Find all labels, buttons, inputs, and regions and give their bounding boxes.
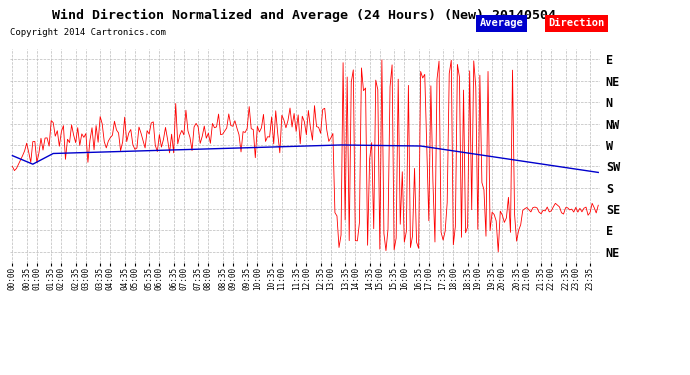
Text: Average: Average bbox=[480, 18, 523, 28]
Text: Wind Direction Normalized and Average (24 Hours) (New) 20140504: Wind Direction Normalized and Average (2… bbox=[52, 9, 555, 22]
Text: Copyright 2014 Cartronics.com: Copyright 2014 Cartronics.com bbox=[10, 28, 166, 37]
Text: Direction: Direction bbox=[549, 18, 605, 28]
